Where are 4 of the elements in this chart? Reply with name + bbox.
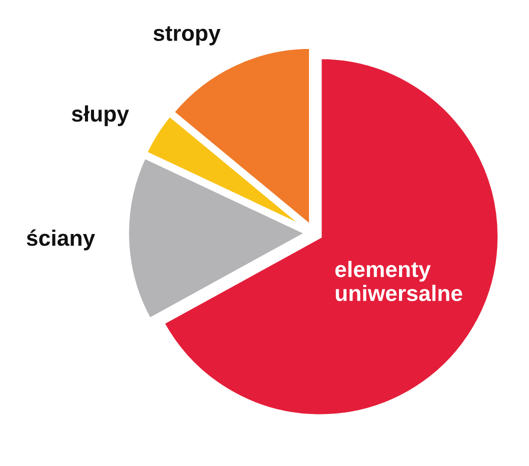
slice-label: elementy uniwersalne bbox=[335, 260, 462, 302]
slice-label: słupy bbox=[72, 105, 129, 126]
slice-label: stropy bbox=[154, 26, 221, 46]
slice-label: ściany bbox=[26, 229, 96, 250]
